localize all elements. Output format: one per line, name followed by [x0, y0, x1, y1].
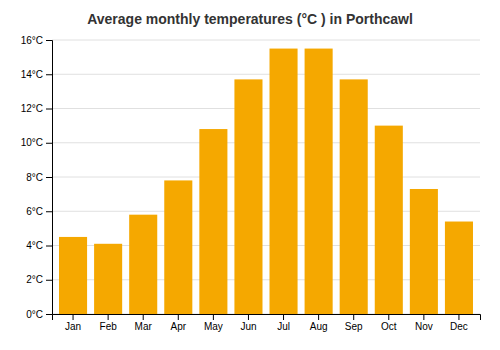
grid-line — [52, 108, 480, 109]
bars — [59, 49, 473, 314]
tick: Jan — [65, 314, 81, 332]
tick: 4°C — [26, 240, 52, 251]
tick-mark — [423, 314, 424, 320]
tick: 8°C — [26, 172, 52, 183]
tick-label: Mar — [135, 321, 153, 332]
grid-line — [52, 74, 480, 75]
tick-label: Dec — [450, 321, 468, 332]
tick-mark — [73, 314, 74, 320]
tick-mark — [213, 314, 214, 320]
tick-label: 0°C — [26, 309, 43, 320]
tick-mark — [318, 314, 319, 320]
tick: Apr — [171, 314, 187, 332]
grid-line — [52, 142, 480, 143]
tick-label: 16°C — [21, 35, 43, 46]
bar — [234, 79, 262, 314]
grid-line — [52, 40, 480, 41]
tick: 16°C — [21, 35, 52, 46]
tick-label: 12°C — [21, 103, 43, 114]
tick-mark — [143, 314, 144, 320]
plot-area: 0°C 2°C 4°C 6°C 8°C 10°C 12°C 14°C 16°C Jan Feb Mar… — [21, 35, 481, 332]
tick: 10°C — [21, 137, 52, 148]
tick-label: Jul — [277, 321, 290, 332]
bar — [270, 49, 298, 314]
bar — [199, 129, 227, 314]
tick-mark — [46, 246, 52, 247]
bar — [410, 189, 438, 314]
tick-label: Nov — [415, 321, 433, 332]
tick: Jul — [277, 314, 290, 332]
tick-mark — [46, 40, 52, 41]
bar — [59, 237, 87, 314]
tick-label: May — [204, 321, 223, 332]
tick: Oct — [381, 314, 397, 332]
bar — [94, 244, 122, 314]
tick-mark — [283, 314, 284, 320]
bar — [445, 222, 473, 314]
tick-mark — [353, 314, 354, 320]
tick-label: Jan — [65, 321, 81, 332]
tick-label: Apr — [171, 321, 187, 332]
bar — [129, 215, 157, 314]
tick-mark — [458, 314, 459, 320]
tick: Aug — [310, 314, 328, 332]
bar — [305, 49, 333, 314]
tick-mark — [46, 314, 52, 315]
bar — [164, 180, 192, 314]
tick: Mar — [135, 314, 153, 332]
tick-label: 10°C — [21, 137, 43, 148]
x-axis: Jan Feb Mar Apr May Jun Jul Aug Sep Oct Nov Dec — [53, 314, 481, 332]
bar — [375, 126, 403, 314]
tick: Feb — [100, 314, 118, 332]
tick-label: 14°C — [21, 69, 43, 80]
tick-mark — [46, 74, 52, 75]
tick-mark — [388, 314, 389, 320]
tick: Jun — [240, 314, 256, 332]
tick-mark — [248, 314, 249, 320]
tick-label: 6°C — [26, 206, 43, 217]
tick-mark — [46, 211, 52, 212]
tick-mark — [46, 177, 52, 178]
tick-label: Feb — [100, 321, 118, 332]
tick: 12°C — [21, 103, 52, 114]
tick-mark — [178, 314, 179, 320]
tick: 0°C — [26, 309, 52, 320]
tick-mark — [46, 280, 52, 281]
chart-container: 0°C 2°C 4°C 6°C 8°C 10°C 12°C 14°C 16°C Jan Feb Mar… — [0, 0, 500, 350]
tick: Nov — [415, 314, 433, 332]
tick-label: 2°C — [26, 274, 43, 285]
title: Average monthly temperatures (°C ) in Po… — [87, 11, 413, 27]
tick: 14°C — [21, 69, 52, 80]
chart-svg: 0°C 2°C 4°C 6°C 8°C 10°C 12°C 14°C 16°C Jan Feb Mar… — [0, 0, 500, 350]
tick: Sep — [345, 314, 363, 332]
tick-label: Oct — [381, 321, 397, 332]
tick: 2°C — [26, 274, 52, 285]
tick-label: Aug — [310, 321, 328, 332]
tick-label: Sep — [345, 321, 363, 332]
axis-line — [53, 315, 481, 321]
tick-label: Jun — [240, 321, 256, 332]
tick-label: 8°C — [26, 172, 43, 183]
tick: May — [204, 314, 223, 332]
grid-line — [52, 177, 480, 178]
tick: 6°C — [26, 206, 52, 217]
tick-mark — [46, 143, 52, 144]
axis-line — [46, 41, 53, 315]
tick: Dec — [450, 314, 468, 332]
grid — [52, 40, 480, 314]
tick-label: 4°C — [26, 240, 43, 251]
tick-mark — [46, 109, 52, 110]
tick-mark — [108, 314, 109, 320]
y-axis: 0°C 2°C 4°C 6°C 8°C 10°C 12°C 14°C 16°C — [21, 35, 53, 320]
bar — [340, 79, 368, 314]
